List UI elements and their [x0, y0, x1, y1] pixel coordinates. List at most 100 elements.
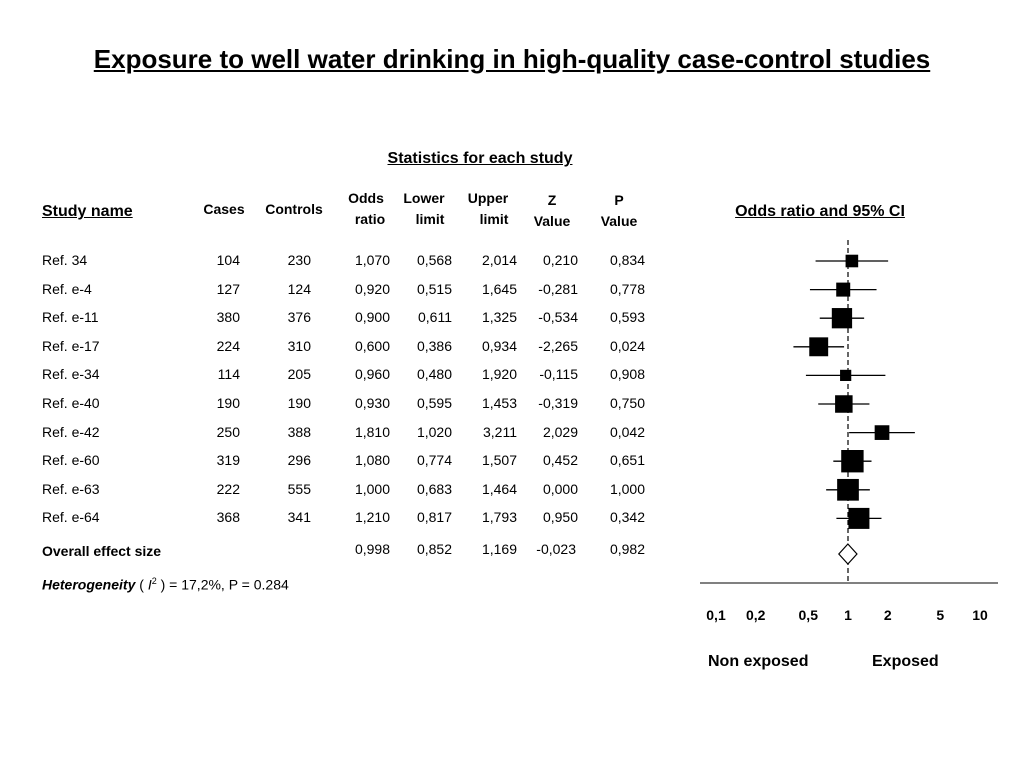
axis-label-non-exposed: Non exposed — [708, 653, 809, 670]
column-header-upper-limit: Upper limit — [460, 188, 516, 230]
column-header-controls: Controls — [265, 201, 323, 217]
cell-odds-ratio: 0,930 — [354, 395, 390, 411]
cell-controls: 376 — [287, 309, 311, 326]
cell-odds-ratio: 0,960 — [354, 366, 390, 383]
cell-cases: 114 — [217, 366, 240, 383]
cell-lower-limit: 0,774 — [416, 452, 452, 469]
cell-controls: 388 — [287, 423, 311, 440]
cell-p-value: 0,834 — [609, 252, 645, 268]
table-row: Ref. e-11 380 376 0,900 0,611 1,325 -0,534 0,59… — [0, 309, 700, 331]
cell-z-value: -0,534 — [538, 309, 578, 326]
table-row: Ref. e-17 224 310 0,600 0,386 0,934 -2,265 0,02… — [0, 338, 700, 360]
cell-controls: 205 — [287, 366, 311, 383]
point-marker — [845, 254, 859, 268]
tick-label: 2 — [884, 607, 892, 623]
cell-z-value: -0,281 — [538, 280, 578, 297]
cell-odds-ratio: 1,070 — [354, 252, 390, 268]
column-header-lower-limit: Lower limit — [396, 188, 452, 230]
cell-odds-ratio: 0,600 — [354, 337, 390, 354]
heterogeneity-symbol: I — [147, 576, 152, 593]
cell-upper-limit: 1,920 — [481, 366, 517, 383]
forest-heading: Odds ratio and 95% CI — [735, 203, 905, 220]
cell-study-name: Ref. e-34 — [42, 366, 100, 383]
cell-controls: 230 — [287, 252, 311, 268]
heterogeneity-label: Heterogeneity — [42, 576, 136, 593]
overall-p-value: 0,982 — [609, 541, 645, 557]
column-header-lower-line2: limit — [415, 211, 445, 227]
cell-p-value: 0,342 — [609, 509, 645, 526]
cell-controls: 190 — [287, 395, 311, 411]
point-marker — [809, 337, 829, 357]
cell-lower-limit: 0,568 — [416, 252, 452, 268]
cell-z-value: 0,452 — [542, 452, 578, 469]
tick-label: 0,2 — [746, 607, 766, 623]
cell-study-name: Ref. e-42 — [42, 423, 100, 440]
heterogeneity-rest: ) = 17,2%, P = 0.284 — [156, 576, 289, 593]
cell-study-name: Ref. e-63 — [42, 480, 100, 497]
cell-cases: 368 — [216, 509, 240, 526]
cell-lower-limit: 0,611 — [418, 309, 452, 326]
table-row: Ref. 34 104 230 1,070 0,568 2,014 0,210 0,834 — [0, 252, 700, 274]
table-row: Ref. e-4 127 124 0,920 0,515 1,645 -0,281 0,778 — [0, 281, 700, 303]
cell-upper-limit: 1,325 — [481, 309, 517, 326]
cell-p-value: 0,651 — [609, 452, 645, 469]
column-header-z-value: Z Value — [524, 190, 580, 232]
tick-label: 0,5 — [799, 607, 819, 623]
point-marker — [835, 395, 853, 413]
page-title: Exposure to well water drinking in high-… — [93, 44, 931, 74]
axis-label-exposed: Exposed — [872, 653, 939, 670]
table-row: Ref. e-63 222 555 1,000 0,683 1,464 0,000 1,000 — [0, 481, 700, 503]
overall-lower-limit: 0,852 — [416, 541, 452, 557]
column-header-odds-ratio-line1: Odds — [348, 190, 384, 206]
tick-label: 5 — [936, 607, 944, 623]
column-header-upper-line2: limit — [479, 211, 509, 227]
heterogeneity-open: ( — [139, 576, 148, 593]
cell-lower-limit: 0,595 — [416, 395, 452, 411]
cell-upper-limit: 0,934 — [481, 337, 517, 354]
column-header-cases: Cases — [203, 201, 245, 217]
cell-upper-limit: 3,211 — [483, 423, 517, 440]
cell-cases: 190 — [216, 395, 240, 411]
cell-cases: 104 — [216, 252, 240, 268]
point-marker — [836, 282, 851, 297]
cell-z-value: 0,210 — [542, 252, 578, 268]
cell-odds-ratio: 0,900 — [354, 309, 390, 326]
cell-upper-limit: 1,507 — [481, 452, 517, 469]
cell-study-name: Ref. e-4 — [42, 280, 92, 297]
column-header-p-line1: P — [614, 192, 624, 208]
cell-study-name: Ref. e-11 — [42, 309, 99, 326]
cell-controls: 310 — [287, 337, 311, 354]
column-header-lower-line1: Lower — [403, 190, 445, 206]
cell-study-name: Ref. e-64 — [42, 509, 100, 526]
point-marker — [848, 507, 870, 529]
column-header-upper-line1: Upper — [467, 190, 509, 206]
cell-odds-ratio: 1,810 — [354, 423, 390, 440]
cell-cases: 222 — [216, 480, 240, 497]
overall-z-value: -0,023 — [536, 541, 576, 557]
cell-p-value: 0,024 — [609, 337, 645, 354]
overall-label: Overall effect size — [42, 543, 162, 559]
cell-upper-limit: 1,464 — [481, 480, 517, 497]
tick-label: 0,1 — [706, 607, 726, 623]
point-marker — [841, 450, 864, 473]
cell-lower-limit: 0,386 — [416, 337, 452, 354]
cell-controls: 341 — [287, 509, 311, 526]
column-header-odds-ratio: Odds ratio — [336, 188, 396, 230]
tick-label: 1 — [844, 607, 852, 623]
cell-cases: 319 — [216, 452, 240, 469]
column-header-z-line2: Value — [533, 213, 571, 229]
cell-z-value: 2,029 — [542, 423, 578, 440]
cell-controls: 296 — [287, 452, 311, 469]
point-marker — [840, 369, 852, 381]
cell-cases: 380 — [216, 309, 240, 326]
cell-p-value: 0,750 — [609, 395, 645, 411]
table-row: Ref. e-40 190 190 0,930 0,595 1,453 -0,319 0,75… — [0, 395, 700, 417]
cell-controls: 555 — [287, 480, 311, 497]
cell-lower-limit: 0,480 — [416, 366, 452, 383]
column-header-p-line2: Value — [600, 213, 638, 229]
tick-label: 10 — [972, 607, 988, 623]
table-row: Ref. e-42 250 388 1,810 1,020 3,211 2,029 0,042 — [0, 424, 700, 446]
column-header-study: Study name — [42, 203, 133, 220]
cell-upper-limit: 2,014 — [481, 252, 517, 268]
cell-lower-limit: 0,515 — [416, 280, 452, 297]
